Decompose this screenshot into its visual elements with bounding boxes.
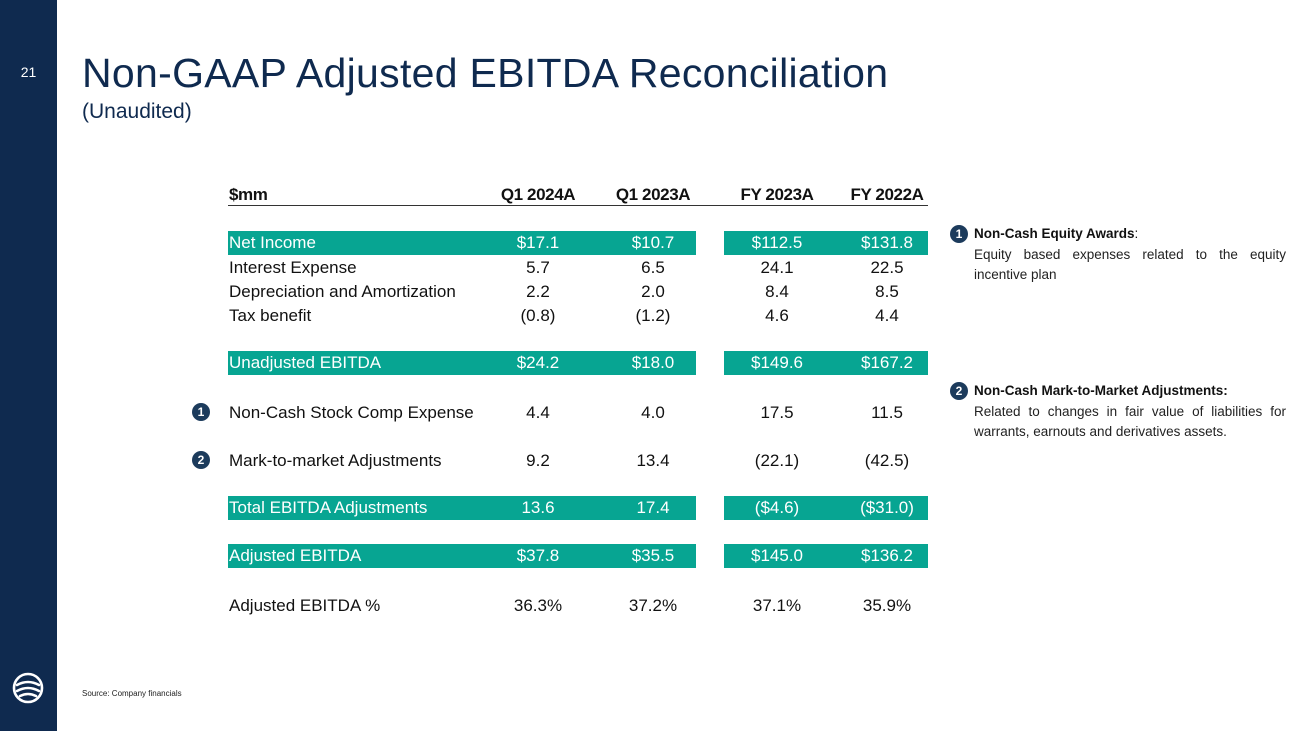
row-tax-benefit: Tax benefit (0.8) (1.2) 4.6 4.4 xyxy=(228,304,928,328)
cell-q1-2024a: 13.6 xyxy=(521,498,555,517)
cell-fy-2023a: 24.1 xyxy=(760,258,794,277)
cell-fy-2023a: 37.1% xyxy=(752,596,802,615)
note-body: Related to changes in fair value of liab… xyxy=(974,404,1286,439)
cell-q1-2023a: (1.2) xyxy=(635,306,671,325)
note-body: Equity based expenses related to the equ… xyxy=(974,247,1286,282)
row-label: Net Income xyxy=(229,233,316,252)
row-total-ebitda-adjustments: Total EBITDA Adjustments 13.6 17.4 ($4.6… xyxy=(228,496,928,520)
cell-q1-2024a: 4.4 xyxy=(526,403,550,422)
cell-fy-2022a: (42.5) xyxy=(864,451,910,470)
cell-q1-2023a: 4.0 xyxy=(641,403,665,422)
cell-q1-2023a: $18.0 xyxy=(631,353,675,372)
cell-q1-2023a: 2.0 xyxy=(641,282,665,301)
highlight-band xyxy=(724,544,928,568)
note-title-colon: : xyxy=(1134,226,1139,241)
highlight-band xyxy=(228,231,696,255)
cell-fy-2023a: (22.1) xyxy=(754,451,800,470)
cell-q1-2024a: 36.3% xyxy=(513,596,563,615)
cell-q1-2024a: 9.2 xyxy=(526,451,550,470)
row-label: Total EBITDA Adjustments xyxy=(229,498,428,517)
highlight-band xyxy=(724,231,928,255)
cell-q1-2024a: $24.2 xyxy=(516,353,560,372)
cell-q1-2023a: $10.7 xyxy=(631,233,675,252)
cell-q1-2024a: 5.7 xyxy=(526,258,550,277)
row-label: Tax benefit xyxy=(229,306,312,325)
cell-fy-2022a: $136.2 xyxy=(861,546,913,565)
row-depreciation-amortization: Depreciation and Amortization 2.2 2.0 8.… xyxy=(228,280,928,304)
row-label: Adjusted EBITDA % xyxy=(229,596,381,615)
highlight-band xyxy=(228,544,696,568)
cell-fy-2022a: $131.8 xyxy=(861,233,913,252)
cell-fy-2022a: 22.5 xyxy=(870,258,904,277)
row-label: Mark-to-market Adjustments xyxy=(229,451,442,470)
note-title-text: Non-Cash Equity Awards xyxy=(974,226,1135,241)
cell-fy-2023a: $149.6 xyxy=(751,353,803,372)
cell-fy-2023a: ($4.6) xyxy=(754,498,800,517)
note-title: Non-Cash Mark-to-Market Adjustments: xyxy=(974,383,1228,398)
row-net-income: Net Income $17.1 $10.7 $112.5 $131.8 xyxy=(228,231,928,255)
footnote-marker-1: 1 xyxy=(192,403,210,421)
table-header-row: $mm Q1 2024A Q1 2023A FY 2023A FY 2022A xyxy=(228,183,928,207)
header-q1-2024a: Q1 2024A xyxy=(500,185,576,204)
row-unadjusted-ebitda: Unadjusted EBITDA $24.2 $18.0 $149.6 $16… xyxy=(228,351,928,375)
cell-fy-2023a: $145.0 xyxy=(751,546,803,565)
cell-fy-2022a: 4.4 xyxy=(875,306,899,325)
row-label: Non-Cash Stock Comp Expense xyxy=(229,403,474,422)
row-stock-comp-expense: Non-Cash Stock Comp Expense 4.4 4.0 17.5… xyxy=(228,401,928,425)
note-title: Non-Cash Equity Awards: xyxy=(974,225,1286,243)
row-label: Unadjusted EBITDA xyxy=(229,353,382,372)
cell-fy-2023a: 17.5 xyxy=(760,403,794,422)
note-marker-1: 1 xyxy=(950,225,968,243)
cell-q1-2024a: (0.8) xyxy=(520,306,556,325)
cell-q1-2023a: 13.4 xyxy=(636,451,670,470)
row-adjusted-ebitda: Adjusted EBITDA $37.8 $35.5 $145.0 $136.… xyxy=(228,544,928,568)
row-label: Adjusted EBITDA xyxy=(229,546,362,565)
cell-q1-2024a: 2.2 xyxy=(526,282,550,301)
highlight-band xyxy=(228,351,696,375)
cell-q1-2023a: 17.4 xyxy=(636,498,670,517)
cell-fy-2022a: 8.5 xyxy=(875,282,899,301)
row-interest-expense: Interest Expense 5.7 6.5 24.1 22.5 xyxy=(228,256,928,280)
row-mark-to-market: Mark-to-market Adjustments 9.2 13.4 (22.… xyxy=(228,449,928,473)
note-mark-to-market: 2 Non-Cash Mark-to-Market Adjustments: R… xyxy=(950,382,1286,442)
header-fy-2023a: FY 2023A xyxy=(740,185,814,204)
cell-fy-2022a: $167.2 xyxy=(861,353,913,372)
header-units: $mm xyxy=(229,185,268,204)
cell-q1-2023a: 37.2% xyxy=(628,596,678,615)
page-number: 21 xyxy=(20,64,37,80)
cell-q1-2024a: $37.8 xyxy=(516,546,560,565)
cell-fy-2022a: 35.9% xyxy=(862,596,912,615)
page-subtitle: (Unaudited) xyxy=(82,100,192,123)
note-marker-2: 2 xyxy=(950,382,968,400)
company-logo-icon xyxy=(12,672,44,704)
cell-q1-2024a: $17.1 xyxy=(516,233,560,252)
header-fy-2022a: FY 2022A xyxy=(850,185,924,204)
row-adjusted-ebitda-percent: Adjusted EBITDA % 36.3% 37.2% 37.1% 35.9… xyxy=(228,594,928,618)
row-label: Depreciation and Amortization xyxy=(229,282,456,301)
page-title: Non-GAAP Adjusted EBITDA Reconciliation xyxy=(82,50,889,96)
cell-q1-2023a: 6.5 xyxy=(641,258,665,277)
cell-fy-2023a: 4.6 xyxy=(765,306,789,325)
source-footnote: Source: Company financials xyxy=(82,689,182,698)
cell-q1-2023a: $35.5 xyxy=(631,546,675,565)
cell-fy-2023a: 8.4 xyxy=(765,282,789,301)
cell-fy-2022a: 11.5 xyxy=(871,403,903,422)
highlight-band xyxy=(724,351,928,375)
sidebar: 21 xyxy=(0,0,57,731)
highlight-band xyxy=(228,496,696,520)
header-q1-2023a: Q1 2023A xyxy=(615,185,691,204)
note-equity-awards: 1 Non-Cash Equity Awards: Equity based e… xyxy=(950,225,1286,285)
cell-fy-2022a: ($31.0) xyxy=(860,498,914,517)
row-label: Interest Expense xyxy=(229,258,357,277)
footnote-marker-2: 2 xyxy=(192,451,210,469)
header-divider xyxy=(228,205,928,206)
highlight-band xyxy=(724,496,928,520)
cell-fy-2023a: $112.5 xyxy=(751,233,803,252)
